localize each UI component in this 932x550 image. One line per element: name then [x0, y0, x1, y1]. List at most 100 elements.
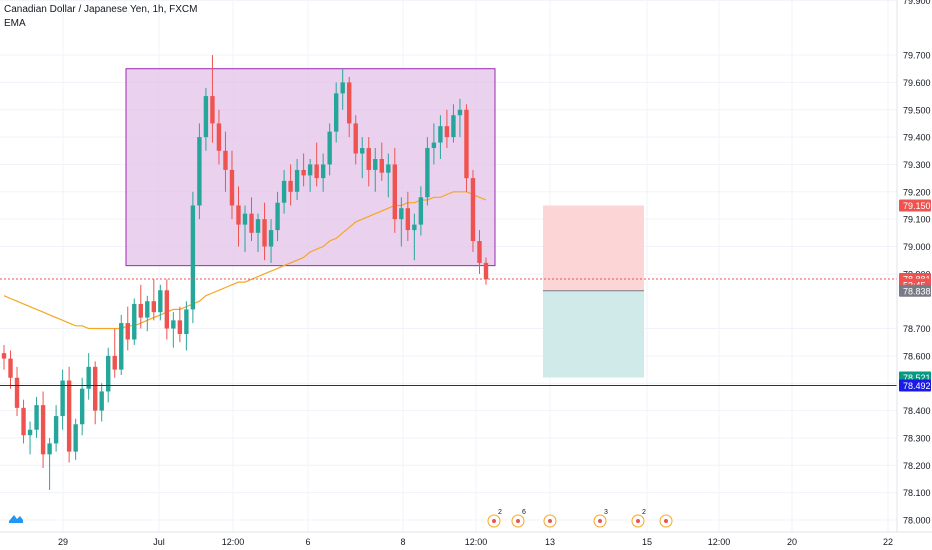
event-dot [516, 519, 520, 523]
candle-body [483, 262, 489, 280]
candle-body [151, 301, 157, 313]
candle [99, 383, 104, 422]
economic-events[interactable]: 2 6 3 2 [487, 509, 673, 528]
candle [177, 306, 183, 343]
price-axis-label-bg [899, 379, 931, 392]
take-profit-zone[interactable] [543, 290, 644, 378]
candle [73, 418, 78, 460]
event-dot [548, 519, 552, 523]
candle-body [158, 290, 163, 313]
candle-body [242, 213, 248, 225]
price-axis-label[interactable]: 78.838 [899, 284, 931, 297]
candle [314, 142, 319, 187]
candle [340, 68, 345, 110]
event-icon[interactable] [659, 514, 673, 528]
candle-body [8, 358, 13, 378]
time-axis[interactable]: 29 Jul 12:00 6 8 12:00 13 15 12:00 20 22 [0, 531, 932, 547]
candle [373, 148, 378, 192]
event-icon[interactable]: 2 [487, 509, 502, 528]
candle [106, 347, 111, 403]
candle [1, 344, 7, 370]
candle [164, 279, 170, 340]
price-axis-label-text: 79.150 [903, 201, 931, 211]
price-axis-label[interactable]: 78.492 [899, 379, 931, 392]
candle-body [314, 164, 319, 179]
candle-body [451, 115, 456, 138]
stop-loss-zone[interactable] [543, 205, 644, 291]
event-count: 6 [522, 509, 526, 516]
candle-body [164, 290, 170, 329]
candle [464, 104, 469, 192]
candle [444, 109, 450, 149]
candle [27, 421, 33, 455]
price-axis-label-text: 78.521 [903, 373, 931, 383]
candle-body [86, 366, 91, 389]
time-tick-label: 15 [642, 537, 652, 547]
event-dot [598, 519, 602, 523]
candle-body [294, 169, 300, 192]
candle [184, 301, 189, 351]
candle [353, 115, 358, 165]
candle-body [255, 219, 261, 233]
candle-body [268, 230, 274, 247]
time-tick-label: 13 [545, 537, 555, 547]
candle-body [53, 416, 59, 444]
candle [438, 115, 443, 159]
candle [275, 191, 280, 242]
candle [190, 191, 196, 324]
candle [268, 219, 274, 263]
event-icon[interactable] [543, 514, 557, 528]
tradingview-logo-icon[interactable] [8, 512, 24, 524]
candle [47, 437, 52, 490]
candle-body [301, 169, 306, 176]
candle-body [347, 82, 352, 124]
candle-body [249, 213, 254, 233]
candle-body [386, 164, 391, 173]
candle [386, 153, 391, 198]
candle-body [60, 380, 65, 417]
candle [431, 123, 437, 165]
candle [392, 148, 398, 233]
candle [203, 87, 209, 151]
candle [477, 230, 482, 274]
candle [79, 377, 85, 436]
price-axis[interactable]: 79.900 79.700 79.600 79.500 79.400 79.300 79.2… [896, 0, 931, 532]
candle-body [366, 148, 371, 170]
price-tick-label: 78.400 [903, 406, 931, 416]
candle [242, 205, 248, 252]
time-tick-label: 6 [305, 537, 310, 547]
candle [125, 306, 130, 351]
candle-body [132, 303, 137, 340]
candle [405, 191, 411, 242]
candle-body [184, 309, 189, 335]
candle [138, 284, 143, 329]
candle-body [333, 93, 339, 132]
short-position-tool[interactable] [543, 205, 644, 378]
candle-body [444, 126, 450, 138]
candle-body [236, 205, 241, 225]
candle-body [425, 148, 430, 198]
candle [360, 137, 365, 179]
candle-body [171, 320, 176, 329]
price-axis-label[interactable]: 79.150 [899, 199, 931, 212]
candle-body [1, 353, 7, 359]
price-tick-label: 78.700 [903, 324, 931, 334]
event-dot [492, 519, 496, 523]
price-tick-label: 79.200 [903, 187, 931, 197]
event-icon[interactable]: 3 [593, 509, 608, 528]
candle [21, 399, 26, 444]
indicator-label[interactable]: EMA [4, 18, 26, 29]
candle-body [457, 109, 463, 116]
horizontal-lines[interactable] [0, 278, 897, 386]
candle-body [34, 405, 39, 430]
candle-body [47, 443, 52, 455]
candle [366, 137, 371, 187]
candle-body [73, 424, 78, 452]
price-tick-label: 78.600 [903, 351, 931, 361]
price-tick-label: 79.900 [903, 0, 931, 6]
candle [399, 197, 404, 247]
event-icon[interactable]: 6 [511, 509, 526, 528]
candle [307, 158, 313, 192]
event-icon[interactable]: 2 [631, 509, 646, 528]
